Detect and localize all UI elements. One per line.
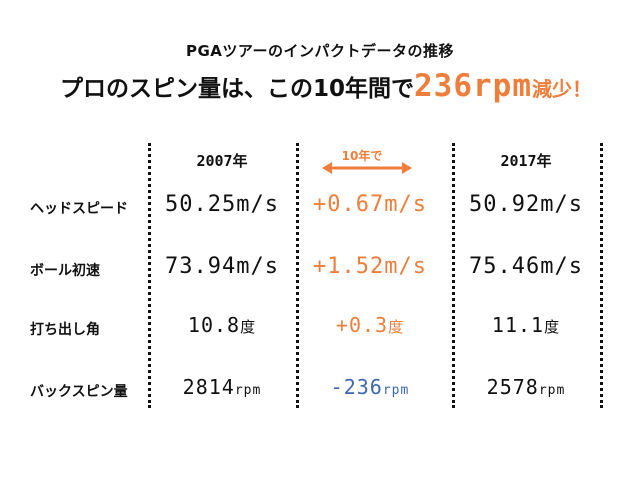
- double-arrow-icon: [322, 162, 412, 174]
- column-header-change: 10年で: [341, 149, 383, 163]
- row-label: バックスピン量: [30, 384, 128, 400]
- chart-headline: プロのスピン量は、この10年間で236rpm減少！: [60, 68, 592, 104]
- row-label: ヘッドスピード: [30, 201, 128, 217]
- change-value: +0.3度: [335, 313, 405, 337]
- value-2007: 73.94m/s: [165, 254, 279, 279]
- change-value: -236rpm: [330, 375, 410, 399]
- headline-accent-value: 236rpm: [414, 68, 532, 104]
- column-header-2007: 2007年: [196, 152, 248, 170]
- row-label: ボール初速: [30, 263, 100, 279]
- value-2017: 75.46m/s: [469, 254, 583, 279]
- chart-subtitle: PGAツアーのインパクトデータの推移: [185, 42, 455, 60]
- column-divider-4: [600, 143, 603, 408]
- change-value: +1.52m/s: [313, 254, 427, 279]
- column-divider-1: [148, 143, 151, 408]
- row-label: 打ち出し角: [30, 322, 100, 338]
- value-2007: 50.25m/s: [165, 192, 279, 217]
- headline-tail: 減少！: [532, 77, 592, 101]
- column-header-2017: 2017年: [500, 152, 552, 170]
- column-divider-2: [296, 143, 299, 408]
- value-2007: 2814rpm: [182, 375, 262, 399]
- headline-main: プロのスピン量は、この10年間で: [60, 76, 415, 102]
- column-divider-3: [452, 143, 455, 408]
- value-2007: 10.8度: [187, 313, 257, 337]
- value-2017: 50.92m/s: [469, 192, 583, 217]
- value-2017: 11.1度: [491, 313, 561, 337]
- value-2017: 2578rpm: [486, 375, 566, 399]
- change-value: +0.67m/s: [313, 192, 427, 217]
